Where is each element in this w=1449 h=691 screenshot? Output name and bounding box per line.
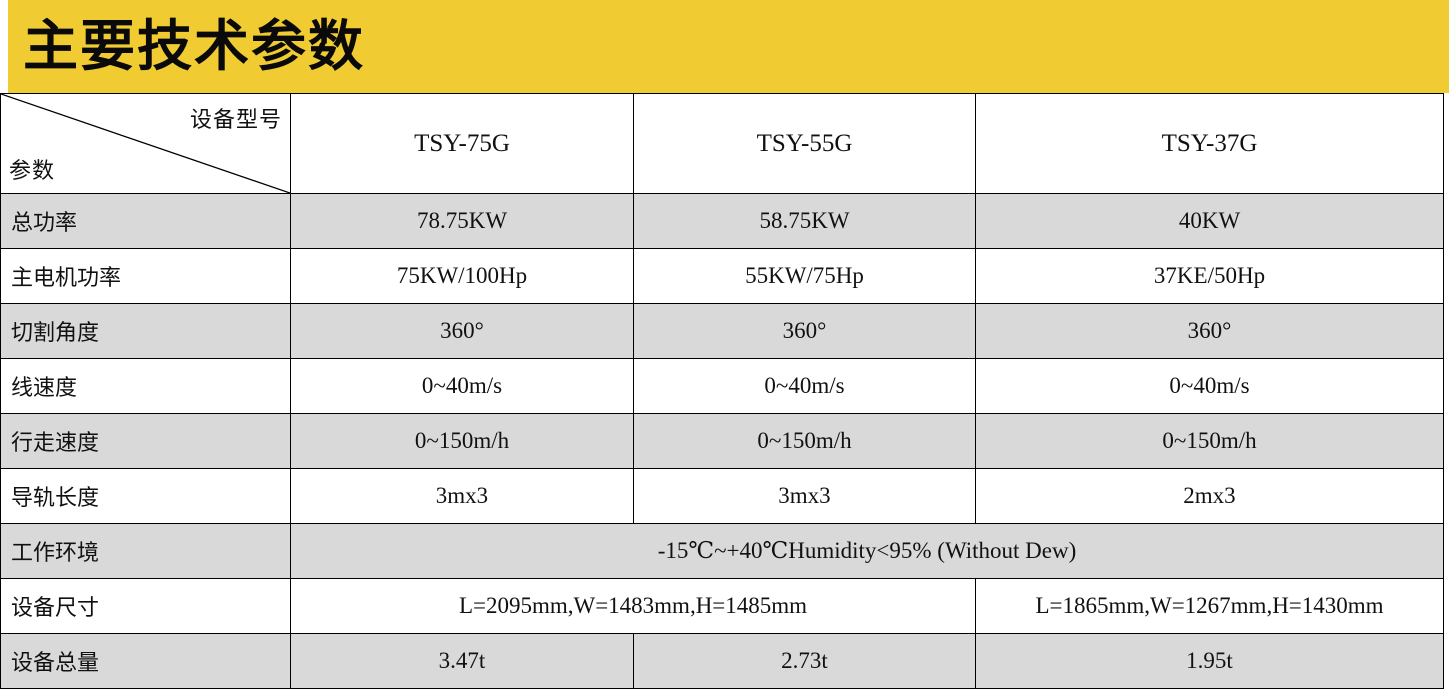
cell-guide-rail-length-37g: 2mx3 bbox=[975, 468, 1444, 524]
cell-main-motor-power-55g: 55KW/75Hp bbox=[633, 248, 976, 304]
page-title: 主要技术参数 bbox=[23, 14, 366, 78]
cell-cutting-angle-37g: 360° bbox=[975, 303, 1444, 359]
row-label-total-power: 总功率 bbox=[0, 193, 291, 249]
row-label-guide-rail-length: 导轨长度 bbox=[0, 468, 291, 524]
row-label-line-speed: 线速度 bbox=[0, 358, 291, 414]
cell-total-weight-75g: 3.47t bbox=[290, 633, 634, 689]
cell-total-power-75g: 78.75KW bbox=[290, 193, 634, 249]
title-banner: 主要技术参数 bbox=[8, 0, 1449, 93]
table-row: 线速度 0~40m/s 0~40m/s 0~40m/s bbox=[0, 358, 1444, 414]
cell-main-motor-power-75g: 75KW/100Hp bbox=[290, 248, 634, 304]
table-row: 设备尺寸 L=2095mm,W=1483mm,H=1485mm L=1865mm… bbox=[0, 578, 1444, 634]
cell-line-speed-37g: 0~40m/s bbox=[975, 358, 1444, 414]
corner-parameter-label: 参数 bbox=[9, 159, 56, 184]
cell-total-weight-37g: 1.95t bbox=[975, 633, 1444, 689]
cell-cutting-angle-55g: 360° bbox=[633, 303, 976, 359]
cell-line-speed-75g: 0~40m/s bbox=[290, 358, 634, 414]
row-label-travel-speed: 行走速度 bbox=[0, 413, 291, 469]
table-row: 主电机功率 75KW/100Hp 55KW/75Hp 37KE/50Hp bbox=[0, 248, 1444, 304]
row-label-total-weight: 设备总量 bbox=[0, 633, 291, 689]
cell-travel-speed-37g: 0~150m/h bbox=[975, 413, 1444, 469]
cell-line-speed-55g: 0~40m/s bbox=[633, 358, 976, 414]
table-row: 切割角度 360° 360° 360° bbox=[0, 303, 1444, 359]
cell-equipment-dimensions-37g: L=1865mm,W=1267mm,H=1430mm bbox=[975, 578, 1444, 634]
cell-travel-speed-75g: 0~150m/h bbox=[290, 413, 634, 469]
column-header-tsy-55g: TSY-55G bbox=[633, 93, 976, 194]
table-row: 设备总量 3.47t 2.73t 1.95t bbox=[0, 633, 1444, 689]
table-row: 工作环境 -15℃~+40℃Humidity<95% (Without Dew) bbox=[0, 523, 1444, 579]
column-header-tsy-75g: TSY-75G bbox=[290, 93, 634, 194]
cell-total-weight-55g: 2.73t bbox=[633, 633, 976, 689]
cell-equipment-dimensions-75g-55g: L=2095mm,W=1483mm,H=1485mm bbox=[290, 578, 976, 634]
cell-travel-speed-55g: 0~150m/h bbox=[633, 413, 976, 469]
row-label-main-motor-power: 主电机功率 bbox=[0, 248, 291, 304]
cell-total-power-37g: 40KW bbox=[975, 193, 1444, 249]
row-label-working-environment: 工作环境 bbox=[0, 523, 291, 579]
corner-header-cell: 设备型号 参数 bbox=[0, 93, 291, 194]
cell-cutting-angle-75g: 360° bbox=[290, 303, 634, 359]
table-row: 总功率 78.75KW 58.75KW 40KW bbox=[0, 193, 1444, 249]
specifications-table: 设备型号 参数 TSY-75G TSY-55G TSY-37G 总功率 78.7… bbox=[0, 93, 1444, 689]
cell-working-environment-all: -15℃~+40℃Humidity<95% (Without Dew) bbox=[290, 523, 1444, 579]
row-label-equipment-dimensions: 设备尺寸 bbox=[0, 578, 291, 634]
cell-main-motor-power-37g: 37KE/50Hp bbox=[975, 248, 1444, 304]
cell-guide-rail-length-75g: 3mx3 bbox=[290, 468, 634, 524]
corner-model-label: 设备型号 bbox=[189, 108, 282, 133]
table-header-row: 设备型号 参数 TSY-75G TSY-55G TSY-37G bbox=[0, 93, 1444, 194]
table-row: 导轨长度 3mx3 3mx3 2mx3 bbox=[0, 468, 1444, 524]
cell-total-power-55g: 58.75KW bbox=[633, 193, 976, 249]
cell-guide-rail-length-55g: 3mx3 bbox=[633, 468, 976, 524]
table-row: 行走速度 0~150m/h 0~150m/h 0~150m/h bbox=[0, 413, 1444, 469]
column-header-tsy-37g: TSY-37G bbox=[975, 93, 1444, 194]
row-label-cutting-angle: 切割角度 bbox=[0, 303, 291, 359]
diagonal-divider-icon bbox=[1, 94, 290, 193]
